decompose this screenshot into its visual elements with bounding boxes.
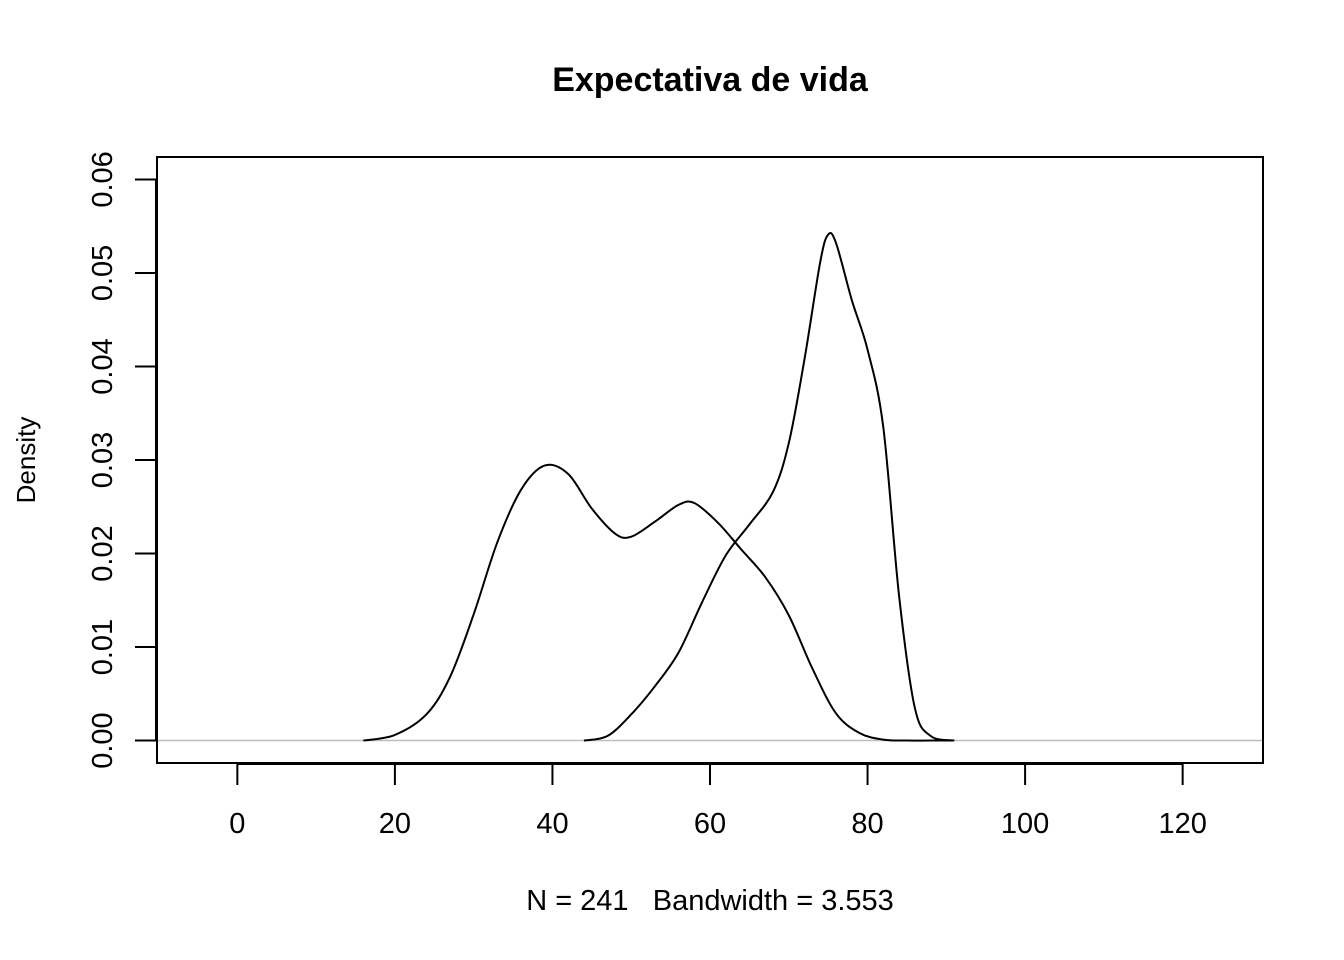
density-series-layer: [363, 232, 955, 742]
x-tick-label: 100: [1001, 808, 1049, 840]
y-tick-label: 0.04: [87, 338, 119, 394]
y-tick-label: 0.00: [87, 712, 119, 768]
x-tick-label: 80: [851, 808, 883, 840]
y-tick-label: 0.03: [87, 432, 119, 488]
x-tick-label: 120: [1158, 808, 1206, 840]
y-tick-label: 0.06: [87, 151, 119, 207]
x-tick-label: 0: [229, 808, 245, 840]
y-axis: 0.00 0.01 0.02 0.03 0.04 0.05 0.06: [87, 151, 157, 769]
x-tick-label: 40: [536, 808, 568, 840]
density-curve-2: [583, 232, 955, 742]
x-axis: 0 20 40 60 80 100 120: [229, 763, 1207, 840]
y-tick-label: 0.01: [87, 619, 119, 675]
x-tick-label: 20: [379, 808, 411, 840]
x-tick-label: 60: [694, 808, 726, 840]
plot-frame: [156, 156, 1264, 764]
y-tick-label: 0.02: [87, 525, 119, 581]
y-tick-label: 0.05: [87, 245, 119, 301]
chart-title: Expectativa de vida: [552, 61, 869, 99]
density-curve-1: [363, 463, 955, 742]
y-axis-label: Density: [11, 417, 41, 504]
x-axis-label: N = 241 Bandwidth = 3.553: [526, 885, 894, 917]
